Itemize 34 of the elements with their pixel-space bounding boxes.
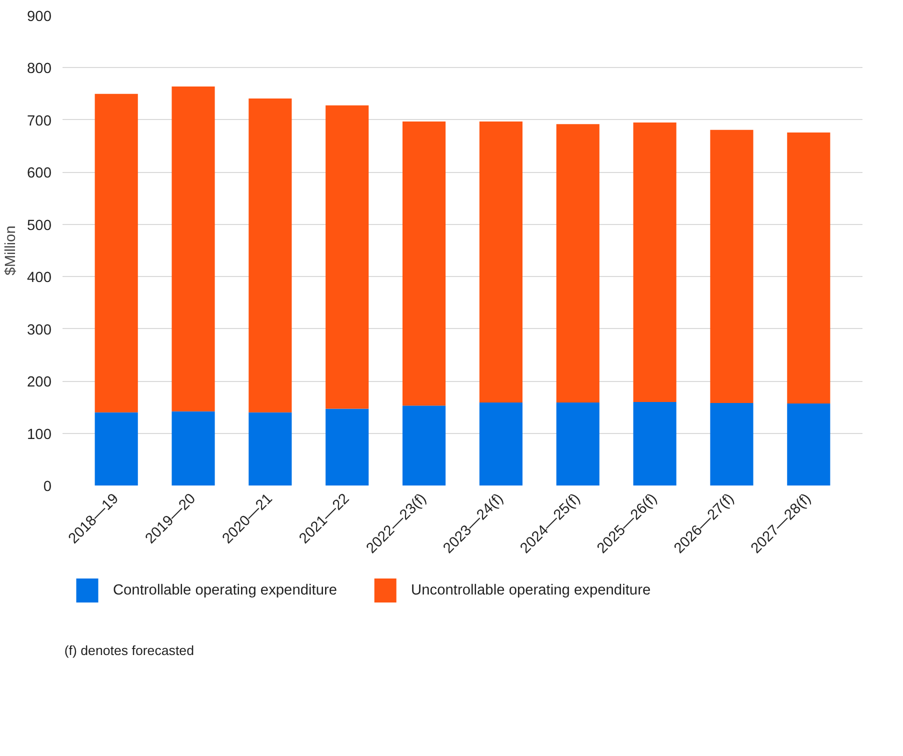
bar bbox=[710, 130, 754, 403]
bar bbox=[402, 406, 446, 486]
y-tick-label: 700 bbox=[27, 113, 52, 130]
text: (f) denotes forecasted bbox=[64, 643, 194, 658]
bar bbox=[94, 412, 138, 486]
y-tick-label: 400 bbox=[27, 270, 52, 286]
bar bbox=[710, 402, 754, 486]
bar bbox=[787, 404, 830, 486]
bar bbox=[326, 105, 369, 409]
y-axis-title: $Million bbox=[3, 226, 20, 276]
bar bbox=[172, 86, 215, 412]
bar bbox=[633, 122, 676, 402]
bar bbox=[787, 132, 830, 404]
bar bbox=[326, 408, 369, 486]
bar bbox=[94, 94, 138, 412]
y-tick-label: 300 bbox=[27, 322, 52, 338]
bar bbox=[479, 122, 522, 402]
legend-label: Uncontrollable operating expenditure bbox=[411, 582, 651, 598]
bar bbox=[248, 98, 292, 412]
y-tick-label: 100 bbox=[27, 426, 52, 443]
y-tick-label: 200 bbox=[27, 374, 52, 391]
bar bbox=[556, 402, 600, 486]
bar bbox=[402, 122, 446, 406]
legend-label: Controllable operating expenditure bbox=[112, 582, 338, 598]
y-tick-label: 800 bbox=[27, 61, 52, 78]
bar bbox=[633, 402, 676, 486]
bar bbox=[248, 412, 292, 486]
y-tick-label: 0 bbox=[43, 479, 52, 495]
bar bbox=[172, 411, 215, 486]
y-tick-label: 500 bbox=[27, 218, 52, 234]
bar bbox=[556, 124, 600, 402]
bar bbox=[479, 402, 522, 486]
y-tick-label: 900 bbox=[27, 9, 52, 25]
y-tick-label: 600 bbox=[27, 166, 52, 182]
